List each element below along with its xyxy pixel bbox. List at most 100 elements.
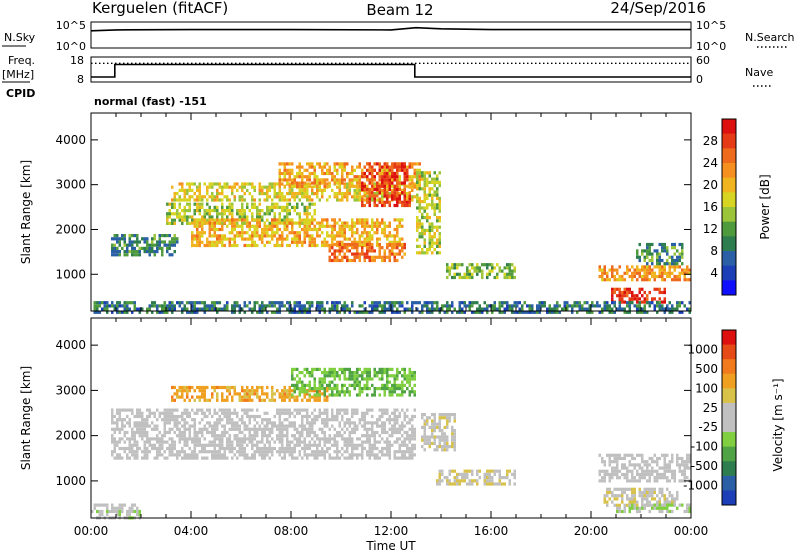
colorbar-segment	[722, 192, 736, 208]
ytick-label: 2000	[55, 429, 86, 443]
echo-region	[93, 301, 691, 314]
echo-region	[111, 408, 416, 460]
beam-title: Beam 12	[366, 1, 433, 19]
ytick-label: 2000	[55, 222, 86, 236]
colorbar-segment	[722, 402, 736, 418]
ytick-label: 1000	[55, 474, 86, 488]
power-x-ticks	[90, 113, 692, 311]
power-panel: 1000 2000 3000 4000 Slant Range [km] 4 8 12 16…	[19, 112, 772, 314]
colorbar-segment	[722, 359, 736, 375]
date-title: 24/Sep/2016	[610, 0, 706, 17]
power-echo-cells	[93, 162, 691, 314]
colorbar-tick-label: 100	[695, 381, 718, 395]
freq-unit-label: [MHz]	[2, 68, 34, 81]
nave-ytick-bottom: 0	[696, 73, 703, 86]
power-ylabel: Slant Range [km]	[19, 160, 33, 264]
colorbar-tick-label: -100	[691, 440, 718, 454]
xtick-label: 12:00	[374, 524, 409, 538]
colorbar-segment	[722, 236, 736, 252]
power-y-axis: 1000 2000 3000 4000	[55, 133, 691, 281]
noise-ytick-top-left: 10^5	[56, 19, 86, 32]
xtick-label: 04:00	[174, 524, 209, 538]
velocity-colorbar: 1000 500 100 25 -25 -100 -500 -1000	[683, 329, 737, 506]
colorbar-segment	[722, 388, 736, 404]
ytick-label: 3000	[55, 383, 86, 397]
xtick-label: 08:00	[274, 524, 309, 538]
freq-ytick-bottom: 8	[77, 73, 84, 86]
ytick-label: 4000	[55, 338, 86, 352]
colorbar-tick-label: 12	[703, 222, 718, 236]
echo-region	[636, 242, 684, 266]
colorbar-tick-label: 8	[710, 244, 718, 258]
cpid-text: normal (fast) -151	[94, 95, 207, 108]
xtick-label: 00:00	[674, 524, 709, 538]
colorbar-segment	[722, 446, 736, 462]
xaxis-label: Time UT	[365, 539, 416, 553]
colorbar-tick-label: 20	[703, 178, 718, 192]
xtick-label: 20:00	[574, 524, 609, 538]
power-colorbar: 4 8 12 16 20 24 28	[703, 118, 737, 296]
colorbar-segment	[722, 163, 736, 179]
colorbar-tick-label: 4	[710, 266, 718, 280]
noise-left-label: N.Sky	[4, 31, 36, 44]
colorbar-segment	[722, 475, 736, 491]
velocity-ylabel: Slant Range [km]	[19, 366, 33, 470]
colorbar-segment	[722, 344, 736, 360]
colorbar-segment	[722, 148, 736, 164]
freq-panel: Freq. [MHz] CPID 18 8 60 0 Nave normal (…	[2, 54, 773, 108]
colorbar-tick-label: 25	[703, 401, 718, 415]
colorbar-segment	[722, 490, 736, 506]
colorbar-segment	[722, 177, 736, 193]
colorbar-frame	[721, 118, 737, 296]
freq-line	[91, 63, 691, 78]
colorbar-segment	[722, 265, 736, 281]
power-cbar-label: Power [dB]	[758, 174, 772, 239]
cpid-label: CPID	[6, 87, 35, 100]
time-axis-labels: 00:00 04:00 08:00 12:00 16:00 20:00 00:00	[74, 524, 709, 538]
velocity-cbar-label: Velocity [m s⁻¹]	[771, 378, 785, 471]
colorbar-segment	[722, 133, 736, 149]
echo-region	[598, 453, 691, 483]
echo-region	[598, 265, 691, 282]
nave-label: Nave	[745, 66, 773, 79]
colorbar-frame	[721, 329, 737, 506]
colorbar-tick-label: -25	[698, 420, 718, 434]
nave-ytick-top: 60	[696, 54, 710, 67]
colorbar-tick-label: -500	[691, 459, 718, 473]
freq-ytick-top: 18	[70, 54, 84, 67]
noise-ytick-bottom-right: 10^0	[696, 40, 726, 53]
noise-ytick-bottom-left: 10^0	[56, 40, 86, 53]
colorbar-segment	[722, 280, 736, 296]
nsky-line	[90, 26, 691, 32]
echo-region	[446, 263, 516, 280]
echo-region	[171, 385, 329, 402]
colorbar-tick-label: 28	[703, 134, 718, 148]
noise-panel: N.Sky 10^5 10^0 10^5 10^0 N.Search	[2, 19, 795, 53]
xtick-label: 16:00	[474, 524, 509, 538]
echo-region	[111, 234, 179, 257]
colorbar-segment	[722, 207, 736, 223]
colorbar-segment	[722, 461, 736, 477]
velocity-y-axis: 1000 2000 3000 4000	[55, 338, 691, 488]
colorbar-tick-label: 1000	[687, 342, 718, 356]
noise-right-label: N.Search	[745, 31, 795, 44]
colorbar-tick-label: -1000	[683, 479, 718, 493]
echo-region	[361, 162, 411, 208]
freq-traces	[91, 62, 691, 78]
nsky-trace	[90, 26, 691, 32]
ytick-label: 3000	[55, 178, 86, 192]
xtick-label: 00:00	[74, 524, 109, 538]
colorbar-segment	[722, 417, 736, 433]
echo-region	[616, 503, 691, 514]
colorbar-tick-label: 24	[703, 156, 718, 170]
colorbar-segment	[722, 221, 736, 237]
echo-region	[328, 242, 406, 263]
velocity-echo-cells	[91, 367, 691, 520]
velocity-panel: 1000 2000 3000 4000 Slant Range [km] 1000 50…	[19, 317, 785, 520]
colorbar-segment	[722, 373, 736, 389]
echo-region	[416, 171, 441, 255]
colorbar-tick-label: 500	[695, 362, 718, 376]
velocity-x-ticks	[90, 318, 692, 518]
freq-label: Freq.	[8, 54, 35, 67]
